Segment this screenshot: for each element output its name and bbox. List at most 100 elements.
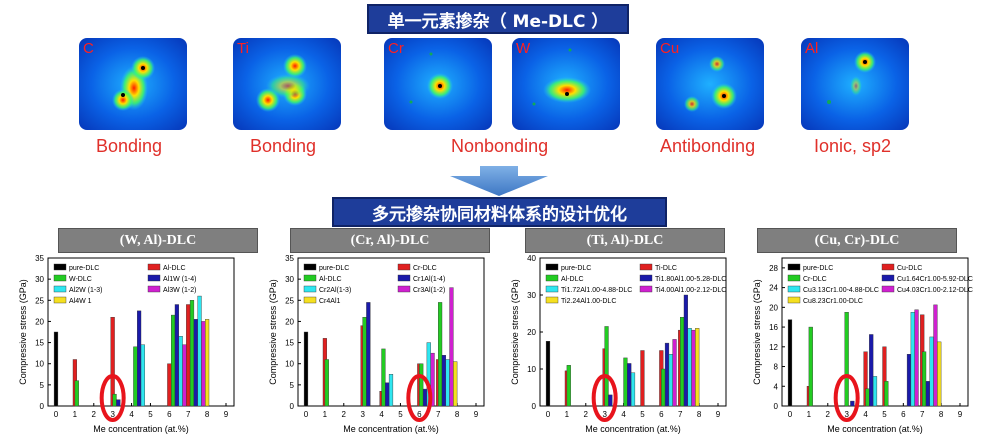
legend-swatch <box>53 263 67 271</box>
legend-label: Cr4Al1 <box>319 298 341 305</box>
legend-label: Al-DLC <box>163 265 186 272</box>
y-tick-label: 0 <box>774 402 779 411</box>
bar <box>201 321 206 407</box>
x-axis-label: Me concentration (at.%) <box>585 424 681 434</box>
bar <box>449 287 454 407</box>
y-tick-label: 35 <box>35 254 44 263</box>
bar <box>661 368 666 407</box>
bar <box>937 341 942 407</box>
bar <box>929 336 934 407</box>
legend-swatch <box>787 285 801 293</box>
y-tick-label: 24 <box>769 284 778 293</box>
legend-label: Cr2Al(1-3) <box>319 287 351 294</box>
c-heatmap: C <box>79 38 187 130</box>
x-tick-label: 2 <box>584 410 589 419</box>
bar <box>419 363 424 407</box>
legend-swatch <box>147 285 161 293</box>
legend-label: Cu1.64Cr1.00-5.92-DLC <box>897 276 973 283</box>
x-tick-label: 8 <box>205 410 210 419</box>
y-tick-label: 25 <box>285 296 294 305</box>
legend-swatch <box>147 274 161 282</box>
legend-swatch <box>545 263 559 271</box>
x-tick-label: 1 <box>807 410 812 419</box>
x-tick-label: 0 <box>546 410 551 419</box>
bar <box>171 314 176 407</box>
legend-label: Ti1.80Al1.00-5.28-DLC <box>655 276 726 283</box>
x-tick-label: 6 <box>417 410 422 419</box>
bar <box>366 302 371 407</box>
legend-swatch <box>397 285 411 293</box>
x-tick-label: 6 <box>901 410 906 419</box>
legend-swatch <box>545 296 559 304</box>
bar <box>865 388 870 407</box>
bar <box>422 388 428 407</box>
bar <box>430 352 435 407</box>
cr-w-caption: Nonbonding <box>451 136 549 156</box>
y-tick-label: 16 <box>769 323 778 332</box>
x-tick-label: 0 <box>54 410 59 419</box>
legend-swatch <box>545 285 559 293</box>
bar <box>381 348 386 407</box>
y-tick-label: 35 <box>285 254 294 263</box>
chart-title: (W, Al)-DLC <box>58 228 258 253</box>
x-tick-label: 3 <box>844 410 849 419</box>
bar <box>787 319 793 407</box>
ti-caption: Bonding <box>250 136 317 156</box>
legend-swatch <box>639 263 653 271</box>
x-tick-label: 3 <box>360 410 365 419</box>
y-axis-label: Compressive stress (GPa) <box>510 279 520 385</box>
y-tick-label: 25 <box>35 296 44 305</box>
bar <box>933 304 938 407</box>
chart-title: (Cu, Cr)-DLC <box>757 228 957 253</box>
bar <box>691 329 696 407</box>
w-symbol: W <box>516 40 531 57</box>
x-tick-label: 2 <box>826 410 831 419</box>
chart-cr-al-plot: 0 5 10 15 20 25 30 35 0 1 2 3 4 5 6 7 8 9 Me concentration… <box>268 254 485 434</box>
cr-density-blobs <box>409 52 453 104</box>
legend-label: pure-DLC <box>803 265 833 272</box>
chart-ti-al: (Ti, Al)-DLC 0 10 20 30 40 0 1 2 3 4 5 6 7 8 9 Me conce… <box>500 228 738 438</box>
bar <box>140 344 145 407</box>
legend-label: Ti1.72Al1.00-4.88-DLC <box>561 287 632 294</box>
cu-caption: Antibonding <box>660 136 756 156</box>
bar <box>362 316 367 407</box>
bar <box>850 400 855 407</box>
legend-swatch <box>881 285 895 293</box>
ti-density-blobs <box>256 54 310 112</box>
bar <box>324 359 329 407</box>
cu-symbol: Cu <box>660 40 680 57</box>
bar <box>441 355 446 407</box>
highlight-ellipse <box>591 374 618 422</box>
x-axis-label: Me concentration (at.%) <box>93 424 189 434</box>
y-tick-label: 20 <box>285 317 294 326</box>
legend-label: W-DLC <box>69 276 92 283</box>
bar <box>303 331 309 407</box>
highlight-ellipse <box>99 374 126 422</box>
legend-label: Al-DLC <box>561 276 584 283</box>
bar <box>922 351 927 407</box>
bar <box>906 353 912 407</box>
x-tick-label: 7 <box>678 410 683 419</box>
y-tick-label: 8 <box>774 363 779 372</box>
legend-label: Al-DLC <box>319 276 342 283</box>
x-tick-label: 5 <box>148 410 153 419</box>
y-tick-label: 0 <box>290 402 295 411</box>
cr-heatmap: Cr <box>384 38 492 130</box>
c-caption: Bonding <box>96 136 163 156</box>
legend-swatch <box>53 274 67 282</box>
legend-swatch <box>397 263 411 271</box>
legend-label: Ti2.24Al1.00-DLC <box>561 298 616 305</box>
w-density-blobs <box>532 48 591 106</box>
legend-swatch <box>147 263 161 271</box>
legend-label: Al1W (1-4) <box>163 276 196 283</box>
bar <box>189 300 195 407</box>
chart-title: (Ti, Al)-DLC <box>525 228 725 253</box>
bar <box>884 381 889 407</box>
chart-title: (Cr, Al)-DLC <box>290 228 490 253</box>
down-arrow-icon <box>450 166 548 196</box>
x-axis-label: Me concentration (at.%) <box>827 424 923 434</box>
bar <box>388 374 394 407</box>
bar <box>545 341 551 407</box>
bar <box>74 380 79 407</box>
cu-heatmap: Cu <box>656 38 764 130</box>
